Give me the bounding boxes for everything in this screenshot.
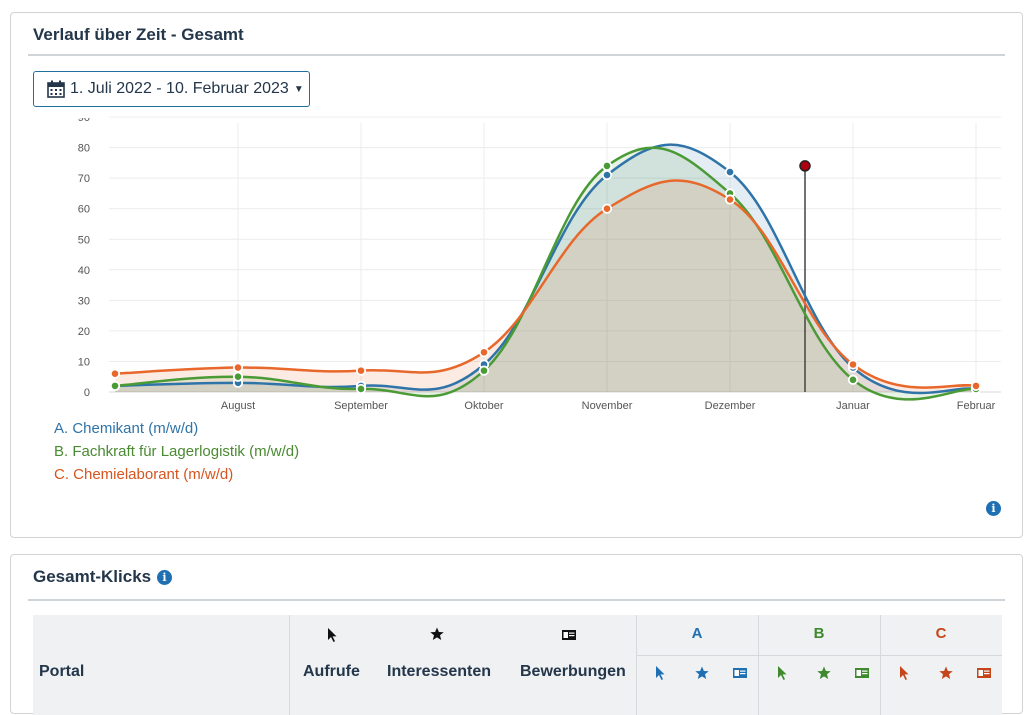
calendar-icon: [47, 80, 65, 98]
series-line-c: [114, 179, 977, 389]
id-card-icon: [562, 630, 576, 640]
cursor-icon: [328, 628, 337, 642]
caret-down-icon: ▼: [293, 83, 304, 95]
column-header-views: Aufrufe: [303, 663, 360, 680]
star-icon: [695, 666, 709, 679]
data-point: [478, 347, 490, 358]
panel-title: Verlauf über Zeit - Gesamt: [33, 25, 244, 44]
y-tick-label: 60: [78, 204, 90, 216]
data-point: [355, 383, 367, 395]
legend-item-b[interactable]: B. Fachkraft für Lagerlogistik (m/w/d): [54, 443, 300, 460]
x-tick-label: September: [334, 400, 388, 412]
x-tick-label: August: [221, 400, 255, 412]
panel-title: Gesamt-Klicks: [33, 567, 151, 587]
y-tick-label: 40: [78, 265, 90, 277]
hover-marker-dot: [799, 160, 811, 172]
data-point: [109, 380, 121, 391]
legend-item-a[interactable]: A. Chemikant (m/w/d): [54, 420, 199, 437]
data-point: [601, 160, 613, 172]
group-header-a: A: [691, 625, 703, 642]
data-point: [724, 166, 736, 178]
data-point: [724, 194, 736, 205]
star-icon: [817, 666, 831, 679]
x-tick-label: Dezember: [705, 400, 756, 412]
x-tick-label: Oktober: [464, 400, 503, 412]
legend-item-c[interactable]: C. Chemielaborant (m/w/d): [54, 466, 234, 483]
x-tick-label: November: [582, 400, 633, 412]
series-line-b: [114, 146, 977, 401]
data-point: [601, 169, 613, 181]
divider: [28, 599, 1005, 601]
data-point: [232, 362, 244, 373]
group-header-b: B: [813, 625, 825, 642]
data-point: [847, 359, 859, 370]
series-area-b: [115, 147, 976, 400]
data-point: [232, 371, 244, 382]
cursor-icon: [656, 666, 665, 680]
y-tick-label: 10: [78, 356, 90, 368]
x-tick-label: Februar: [957, 400, 996, 412]
data-point: [109, 368, 121, 379]
star-icon: [939, 666, 953, 679]
group-header-c: C: [935, 625, 947, 642]
divider: [28, 54, 1005, 56]
y-tick-label: 90: [78, 112, 90, 124]
star-icon: [430, 627, 444, 640]
y-tick-label: 80: [78, 143, 90, 155]
y-tick-label: 70: [78, 173, 90, 185]
data-point: [478, 365, 490, 376]
column-header-applications: Bewerbungen: [520, 663, 626, 680]
total-clicks-panel: Gesamt-Klicks i Portal Aufrufe Interesse…: [10, 554, 1023, 715]
column-header-interested: Interessenten: [387, 663, 492, 680]
panel-title-text: Gesamt-Klicks: [33, 567, 152, 586]
y-tick-label: 20: [78, 326, 90, 338]
date-range-label: 1. Juli 2022 - 10. Februar 2023: [70, 80, 289, 97]
data-point: [355, 365, 367, 376]
info-icon[interactable]: i: [986, 501, 1001, 516]
data-point: [970, 380, 982, 391]
column-header-portal: Portal: [39, 663, 85, 680]
x-tick-label: Januar: [836, 400, 870, 412]
y-tick-label: 0: [84, 387, 90, 399]
y-tick-label: 30: [78, 295, 90, 307]
trend-panel: Verlauf über Zeit - Gesamt 1. Juli 2022 …: [10, 12, 1023, 538]
cursor-icon: [900, 666, 909, 680]
id-card-icon: [855, 668, 869, 678]
info-icon[interactable]: i: [157, 570, 172, 585]
y-tick-label: 50: [78, 234, 90, 246]
trend-chart: 0 10 20 30 40 50 60 70 80 90 August September Oktobe…: [78, 112, 1001, 412]
clicks-table-header: Portal Aufrufe Interessenten Bewerbungen…: [33, 615, 1002, 715]
date-range-button[interactable]: 1. Juli 2022 - 10. Februar 2023 ▼: [33, 71, 310, 107]
data-point: [601, 203, 613, 214]
id-card-icon: [733, 668, 747, 678]
cursor-icon: [778, 666, 787, 680]
id-card-icon: [977, 668, 991, 678]
data-point: [847, 374, 859, 385]
